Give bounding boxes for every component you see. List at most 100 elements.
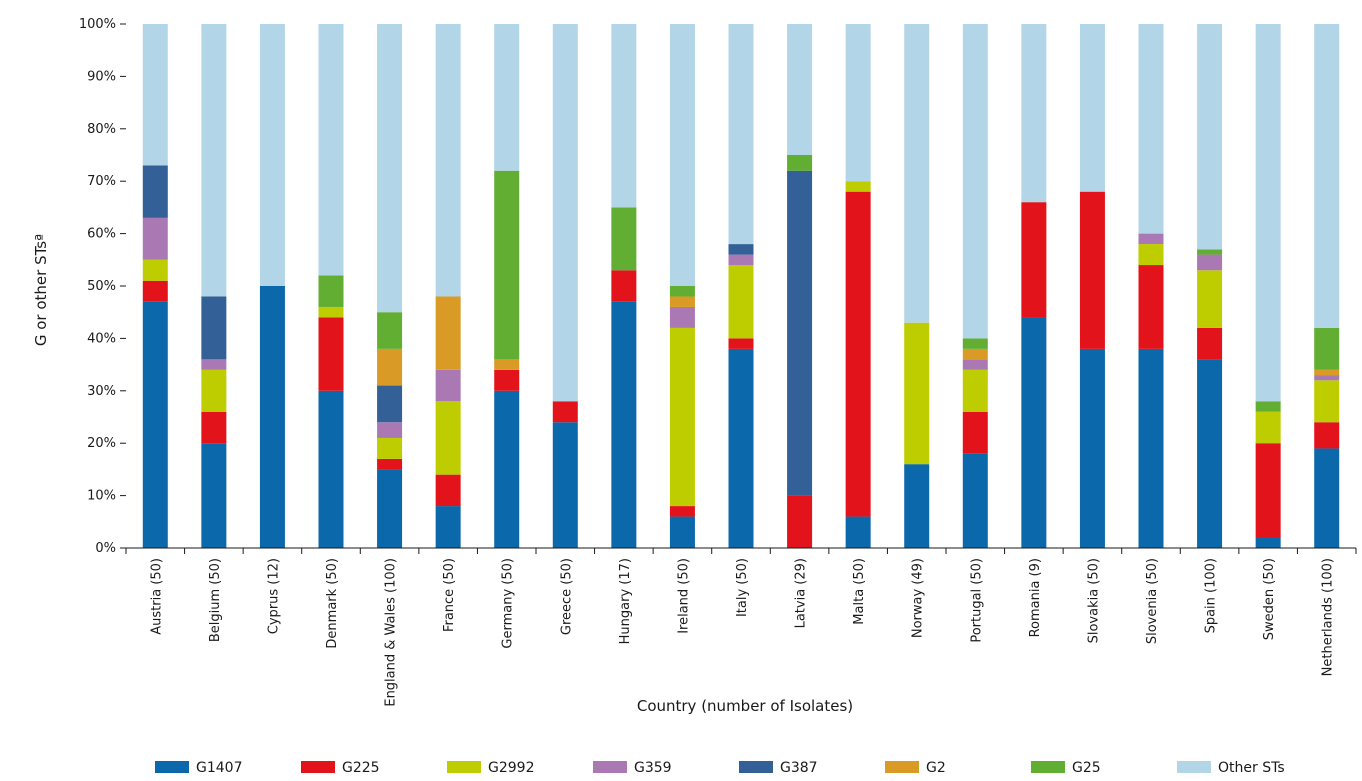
bar-segment	[1197, 359, 1223, 548]
bar-segment	[669, 286, 695, 297]
legend-swatch	[1177, 761, 1211, 773]
bar-segment	[962, 359, 988, 370]
bar-segment	[201, 296, 227, 360]
bar-segment	[1314, 422, 1340, 449]
y-tick-label: 50%	[87, 279, 116, 294]
bar-segment	[201, 359, 227, 370]
x-category-label: Norway (49)	[911, 558, 926, 638]
bar-segment	[845, 181, 871, 192]
bar-segment	[435, 369, 461, 402]
bar-segment	[904, 464, 930, 548]
bar-segment	[787, 24, 813, 155]
legend-label: G1407	[196, 760, 242, 776]
x-category-label: Germany (50)	[501, 558, 516, 649]
x-category-label: Portugal (50)	[969, 558, 984, 643]
bar-segment	[962, 453, 988, 548]
x-category-label: France (50)	[442, 558, 457, 632]
x-axis-category-labels: Austria (50) Belgium (50) Cyprus (12) Denma…	[125, 548, 1357, 707]
bar-segment	[669, 296, 695, 307]
bar-segment	[1255, 537, 1281, 548]
bar-segment	[1314, 380, 1340, 423]
y-tick-label: 10%	[87, 489, 116, 504]
bar-segment	[728, 24, 754, 245]
x-category-label: Slovakia (50)	[1086, 558, 1101, 643]
bar-segment	[142, 217, 168, 260]
bar-segment	[962, 24, 988, 339]
bar-segment	[201, 24, 227, 297]
bar-segment	[611, 207, 637, 271]
y-tick-label: 60%	[87, 227, 116, 242]
bar-segment	[669, 24, 695, 286]
x-category-label: Malta (50)	[852, 558, 867, 625]
bar-segment	[787, 155, 813, 171]
bar-segment	[1255, 411, 1281, 444]
bar-segment	[1197, 327, 1223, 360]
bar-segment	[1314, 24, 1340, 328]
x-category-label: Ireland (50)	[676, 558, 691, 634]
bar-segment	[1314, 375, 1340, 381]
bar-segment	[962, 348, 988, 360]
bar-segment	[377, 469, 403, 548]
bar-segment	[494, 359, 520, 370]
x-category-label: Netherlands (100)	[1321, 558, 1336, 676]
legend-label: G25	[1072, 760, 1101, 776]
bar-segment	[669, 516, 695, 548]
bar-segment	[377, 312, 403, 349]
bar-segment	[435, 296, 461, 370]
x-category-label: Belgium (50)	[208, 558, 223, 642]
bar-segment	[435, 506, 461, 548]
bar-segment	[669, 327, 695, 507]
bar-segment	[494, 24, 520, 171]
legend: G1407 G225 G2992 G359 G387 G2 G25 Other STs	[155, 760, 1285, 776]
bar-segment	[728, 338, 754, 349]
bar-segment	[142, 259, 168, 281]
bar-segment	[142, 24, 168, 166]
legend-label: Other STs	[1218, 760, 1285, 776]
y-tick-label: 80%	[87, 122, 116, 137]
legend-swatch	[593, 761, 627, 773]
bar-segment	[787, 170, 813, 496]
bars-group	[142, 24, 1340, 548]
x-category-label: Latvia (29)	[794, 558, 809, 628]
bar-segment	[318, 390, 344, 548]
legend-swatch	[1031, 761, 1065, 773]
bar-segment	[904, 24, 930, 323]
bar-segment	[435, 24, 461, 297]
y-tick-label: 100%	[79, 17, 116, 32]
bar-segment	[494, 170, 520, 360]
bar-segment	[962, 411, 988, 454]
bar-segment	[611, 301, 637, 548]
bar-segment	[318, 306, 344, 318]
bar-segment	[1314, 327, 1340, 370]
bar-segment	[1138, 265, 1164, 349]
bar-segment	[1255, 443, 1281, 538]
bar-segment	[142, 165, 168, 218]
bar-segment	[201, 369, 227, 412]
x-category-label: Greece (50)	[559, 558, 574, 635]
bar-segment	[845, 516, 871, 548]
bar-segment	[1021, 202, 1047, 318]
x-category-label: Slovenia (50)	[1145, 558, 1160, 644]
x-category-label: Hungary (17)	[618, 558, 633, 644]
y-axis-ticks: 0% 10% 20% 30% 40% 50% 60% 70% 80% 90% 100%	[79, 17, 126, 556]
bar-segment	[1079, 191, 1105, 349]
bar-segment	[1314, 448, 1340, 548]
bar-segment	[1255, 24, 1281, 402]
bar-segment	[377, 422, 403, 438]
legend-swatch	[885, 761, 919, 773]
bar-segment	[552, 24, 578, 402]
y-tick-label: 70%	[87, 174, 116, 189]
y-tick-label: 40%	[87, 331, 116, 346]
bar-segment	[377, 348, 403, 386]
bar-segment	[1021, 24, 1047, 203]
bar-segment	[1197, 24, 1223, 250]
y-tick-label: 0%	[95, 541, 116, 556]
bar-segment	[377, 24, 403, 313]
bar-segment	[1138, 348, 1164, 548]
legend-swatch	[301, 761, 335, 773]
y-tick-label: 20%	[87, 436, 116, 451]
legend-swatch	[739, 761, 773, 773]
legend-swatch	[155, 761, 189, 773]
bar-segment	[377, 437, 403, 459]
